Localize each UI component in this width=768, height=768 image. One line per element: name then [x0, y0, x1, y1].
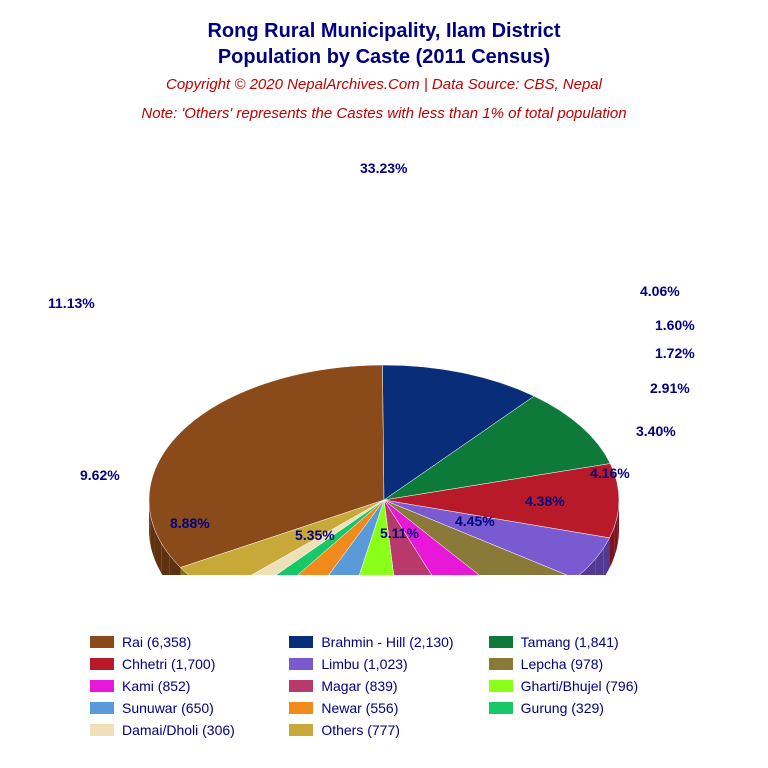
legend-item: Tamang (1,841) [489, 634, 678, 650]
pct-label: 5.35% [295, 527, 335, 543]
legend-label: Magar (839) [321, 678, 397, 694]
legend-label: Gurung (329) [521, 700, 604, 716]
legend-swatch [289, 702, 313, 714]
legend-label: Sunuwar (650) [122, 700, 214, 716]
pct-label: 9.62% [80, 467, 120, 483]
pct-label: 1.72% [655, 345, 695, 361]
pct-label: 33.23% [360, 160, 407, 176]
legend-label: Limbu (1,023) [321, 656, 407, 672]
legend-swatch [90, 724, 114, 736]
legend-item: Damai/Dholi (306) [90, 722, 279, 738]
pct-label: 8.88% [170, 515, 210, 531]
legend-item: Brahmin - Hill (2,130) [289, 634, 478, 650]
legend-label: Chhetri (1,700) [122, 656, 215, 672]
pct-label: 4.45% [455, 513, 495, 529]
legend-label: Kami (852) [122, 678, 190, 694]
legend-label: Others (777) [321, 722, 400, 738]
pct-label: 2.91% [650, 380, 690, 396]
legend-swatch [90, 702, 114, 714]
legend-item: Limbu (1,023) [289, 656, 478, 672]
pct-label: 4.16% [590, 465, 630, 481]
legend: Rai (6,358) Brahmin - Hill (2,130) Tamang … [90, 634, 678, 738]
pct-label: 4.38% [525, 493, 565, 509]
legend-item: Rai (6,358) [90, 634, 279, 650]
legend-label: Gharti/Bhujel (796) [521, 678, 639, 694]
pct-label: 11.13% [48, 295, 95, 311]
legend-label: Rai (6,358) [122, 634, 191, 650]
pct-label: 3.40% [636, 423, 676, 439]
legend-label: Damai/Dholi (306) [122, 722, 235, 738]
legend-item: Kami (852) [90, 678, 279, 694]
legend-swatch [489, 658, 513, 670]
legend-label: Newar (556) [321, 700, 398, 716]
title-block: Rong Rural Municipality, Ilam District P… [0, 0, 768, 122]
pie-svg [0, 155, 768, 575]
legend-swatch [90, 658, 114, 670]
legend-item: Newar (556) [289, 700, 478, 716]
legend-swatch [289, 658, 313, 670]
legend-swatch [90, 680, 114, 692]
legend-swatch [489, 680, 513, 692]
legend-item: Lepcha (978) [489, 656, 678, 672]
legend-label: Lepcha (978) [521, 656, 604, 672]
legend-swatch [289, 724, 313, 736]
legend-item: Sunuwar (650) [90, 700, 279, 716]
legend-swatch [289, 636, 313, 648]
pct-label: 5.11% [380, 525, 419, 541]
title-line-2: Population by Caste (2011 Census) [0, 44, 768, 70]
pie-chart: 33.23% 11.13% 9.62% 8.88% 5.35% 5.11% 4.45% 4.3… [0, 155, 768, 575]
legend-item: Others (777) [289, 722, 478, 738]
legend-label: Brahmin - Hill (2,130) [321, 634, 453, 650]
legend-swatch [90, 636, 114, 648]
note-line: Note: 'Others' represents the Castes wit… [0, 105, 768, 122]
title-line-1: Rong Rural Municipality, Ilam District [0, 18, 768, 44]
legend-swatch [489, 636, 513, 648]
legend-swatch [289, 680, 313, 692]
legend-label: Tamang (1,841) [521, 634, 619, 650]
legend-item: Chhetri (1,700) [90, 656, 279, 672]
legend-swatch [489, 702, 513, 714]
pct-label: 1.60% [655, 317, 695, 333]
legend-item: Gurung (329) [489, 700, 678, 716]
pct-label: 4.06% [640, 283, 680, 299]
copyright-line: Copyright © 2020 NepalArchives.Com | Dat… [0, 76, 768, 93]
legend-item: Magar (839) [289, 678, 478, 694]
legend-item: Gharti/Bhujel (796) [489, 678, 678, 694]
